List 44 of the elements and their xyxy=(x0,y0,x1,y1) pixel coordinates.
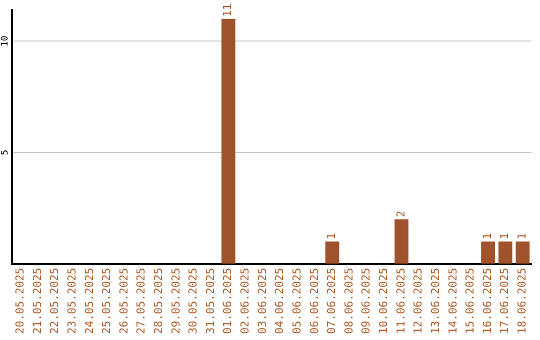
x-tick-label: 04.06.2025 xyxy=(273,268,286,334)
bar xyxy=(221,18,236,264)
x-tick-label: 10.06.2025 xyxy=(377,268,390,334)
bar xyxy=(394,219,408,264)
data-label: 11 xyxy=(221,4,234,17)
x-tick-label: 13.06.2025 xyxy=(428,268,442,334)
x-tick-label: 11.06.2025 xyxy=(394,268,408,334)
data-label: 1 xyxy=(498,232,512,240)
x-tick-label: 27.05.2025 xyxy=(134,268,148,334)
x-tick-label: 03.06.2025 xyxy=(256,268,269,334)
x-tick-label: 31.05.2025 xyxy=(204,268,217,334)
x-tick-label: 21.05.2025 xyxy=(30,268,44,334)
x-tick-label: 08.06.2025 xyxy=(342,268,356,334)
bar xyxy=(325,242,340,264)
x-tick-label: 29.05.2025 xyxy=(169,268,182,334)
x-tick-label: 23.05.2025 xyxy=(65,268,78,334)
x-tick-label: 18.06.2025 xyxy=(516,268,529,334)
x-tick-label: 30.05.2025 xyxy=(186,268,200,334)
x-tick-label: 24.05.2025 xyxy=(82,268,96,334)
x-tick-label: 26.05.2025 xyxy=(117,268,130,334)
bar xyxy=(498,242,512,264)
x-tick-label: 14.06.2025 xyxy=(446,268,460,334)
x-tick-label: 05.06.2025 xyxy=(290,268,304,334)
x-tick-label: 12.06.2025 xyxy=(412,268,425,334)
bar xyxy=(516,242,530,264)
x-tick-label: 25.05.2025 xyxy=(100,268,114,334)
x-tick-label: 01.06.2025 xyxy=(221,268,234,334)
x-tick-label: 06.06.2025 xyxy=(308,268,321,334)
x-tick-label: 16.06.2025 xyxy=(480,268,494,334)
x-tick-label: 07.06.2025 xyxy=(325,268,338,334)
x-tick-label: 02.06.2025 xyxy=(238,268,252,334)
data-label: 1 xyxy=(325,232,338,240)
x-tick-label: 09.06.2025 xyxy=(360,268,373,334)
x-tick-label: 15.06.2025 xyxy=(464,268,477,334)
data-label: 2 xyxy=(394,210,408,218)
bar xyxy=(481,242,495,264)
data-label: 1 xyxy=(480,232,494,240)
x-tick-label: 17.06.2025 xyxy=(498,268,512,334)
x-tick-label: 20.05.2025 xyxy=(14,268,27,334)
x-tick-label: 28.05.2025 xyxy=(152,268,165,334)
x-tick-label: 22.05.2025 xyxy=(48,268,62,334)
y-tick-label: 10 xyxy=(0,36,10,47)
y-tick-label: 5 xyxy=(0,150,10,156)
data-label: 1 xyxy=(516,232,529,240)
